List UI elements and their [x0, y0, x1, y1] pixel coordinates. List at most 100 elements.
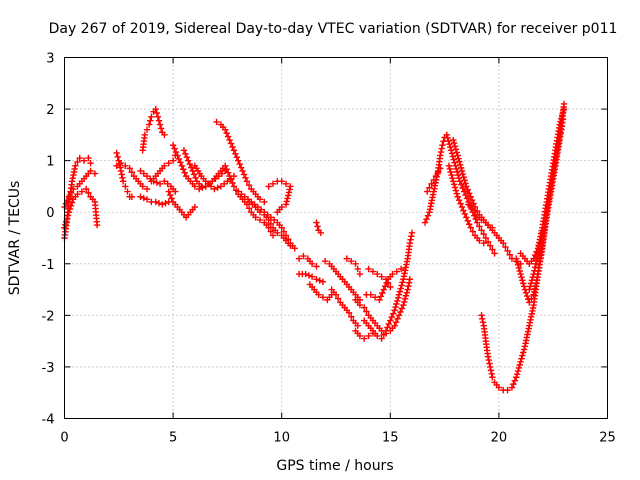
- data-point: [74, 190, 81, 198]
- data-point: [213, 118, 220, 126]
- data-point: [487, 367, 495, 374]
- data-point: [437, 148, 445, 156]
- data-point: [456, 178, 464, 185]
- data-point: [67, 189, 75, 197]
- data-point: [504, 386, 511, 394]
- data-point: [389, 310, 397, 317]
- data-point: [432, 172, 440, 180]
- data-point: [387, 317, 394, 324]
- data-point: [487, 363, 494, 371]
- data-point: [229, 179, 236, 187]
- data-point: [332, 291, 340, 298]
- series-af: [424, 165, 444, 195]
- data-point: [147, 117, 154, 124]
- data-point: [168, 195, 175, 202]
- data-point: [377, 293, 385, 300]
- data-point: [227, 176, 235, 183]
- data-point: [352, 260, 359, 267]
- data-point: [183, 154, 191, 161]
- data-point: [450, 178, 457, 185]
- data-point: [444, 134, 451, 142]
- data-point: [405, 282, 412, 290]
- data-point: [467, 193, 474, 200]
- data-point: [487, 242, 494, 249]
- data-point: [152, 105, 159, 113]
- data-point: [526, 283, 534, 290]
- data-point: [530, 270, 537, 278]
- data-point: [314, 223, 321, 230]
- data-point: [445, 137, 452, 145]
- data-point: [140, 170, 147, 177]
- data-point: [460, 188, 468, 195]
- data-point: [267, 220, 275, 228]
- data-point: [171, 145, 178, 152]
- data-point: [66, 205, 74, 213]
- series-j: [165, 188, 199, 221]
- data-point: [471, 212, 478, 219]
- data-point: [460, 207, 467, 214]
- data-point: [445, 162, 453, 169]
- series-i: [148, 152, 179, 185]
- data-point: [155, 117, 163, 124]
- data-point: [114, 153, 121, 160]
- data-point: [519, 277, 526, 284]
- data-point: [300, 252, 307, 260]
- data-point: [397, 285, 404, 292]
- data-point: [356, 270, 364, 278]
- x-tick-label: 5: [169, 431, 177, 446]
- data-point: [308, 260, 316, 267]
- data-point: [451, 143, 459, 150]
- series-w: [321, 258, 364, 304]
- y-tick-label: 1: [46, 155, 54, 170]
- y-tick-label: -2: [42, 309, 55, 324]
- data-point: [189, 167, 196, 175]
- data-point: [80, 157, 88, 164]
- data-point: [478, 216, 485, 224]
- data-point: [148, 113, 155, 121]
- data-point: [446, 165, 454, 173]
- data-point: [469, 228, 477, 235]
- data-point: [460, 173, 467, 181]
- data-point: [462, 191, 469, 199]
- data-point: [523, 292, 531, 300]
- data-point: [156, 121, 164, 128]
- data-point: [78, 188, 86, 195]
- data-point: [504, 247, 511, 255]
- data-point: [538, 233, 545, 240]
- data-point: [463, 214, 470, 221]
- data-point: [356, 332, 364, 340]
- data-point: [361, 304, 368, 311]
- data-point: [374, 332, 381, 340]
- data-point: [393, 300, 400, 308]
- data-point: [516, 361, 523, 369]
- data-point: [256, 216, 264, 224]
- series-d: [113, 149, 136, 200]
- data-point: [161, 162, 168, 169]
- data-point: [457, 161, 464, 168]
- data-point: [345, 309, 353, 316]
- data-point: [391, 307, 398, 314]
- data-point: [226, 172, 233, 180]
- data-point: [85, 189, 92, 197]
- data-point: [65, 193, 73, 200]
- data-point: [165, 160, 172, 167]
- data-point: [511, 377, 519, 384]
- data-point: [269, 180, 277, 188]
- data-point: [447, 147, 455, 154]
- data-point: [513, 374, 520, 381]
- data-point: [143, 196, 151, 203]
- data-point: [389, 270, 396, 278]
- data-point: [508, 384, 516, 391]
- data-point: [527, 280, 535, 287]
- data-point: [448, 150, 456, 157]
- data-point: [316, 277, 323, 284]
- series-u: [295, 270, 327, 286]
- data-point: [486, 360, 493, 367]
- data-point: [141, 131, 149, 139]
- data-point: [395, 291, 403, 298]
- data-point: [282, 201, 290, 208]
- data-point: [402, 292, 410, 299]
- data-point: [235, 157, 242, 164]
- data-point: [164, 180, 171, 188]
- data-point: [137, 167, 144, 175]
